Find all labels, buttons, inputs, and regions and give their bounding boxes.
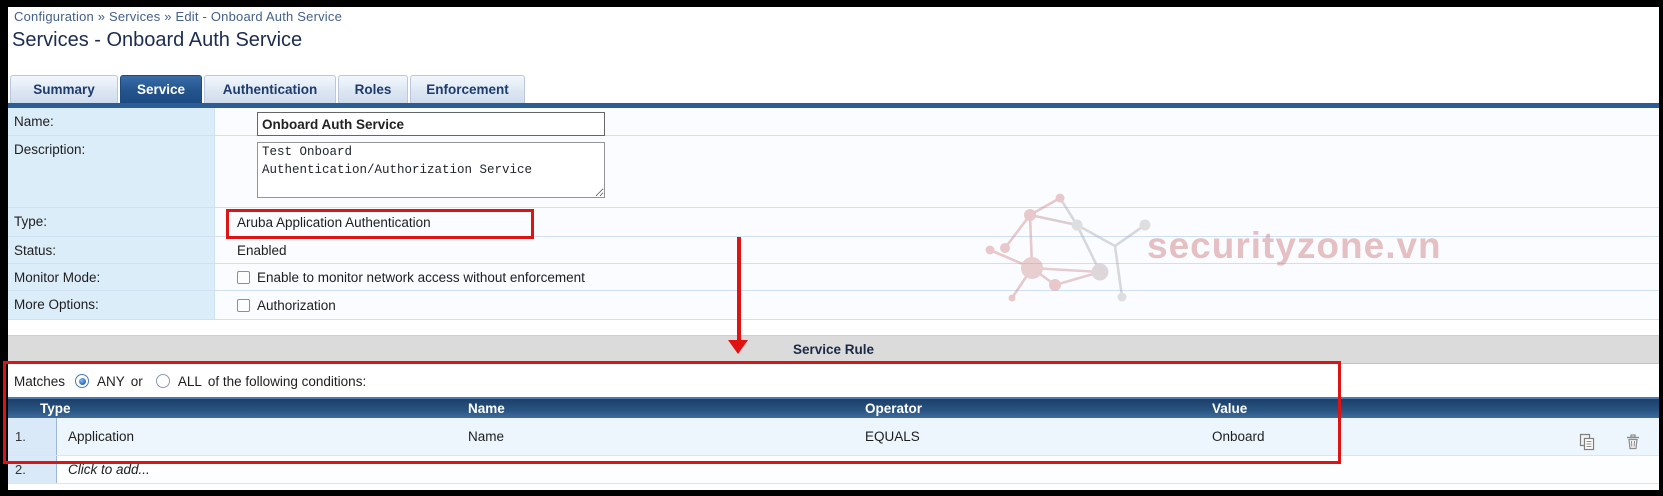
copy-icon[interactable] [1578, 428, 1596, 451]
match-all-label: ALL [177, 373, 202, 389]
more-options-label: More Options: [8, 291, 215, 319]
tab-authentication[interactable]: Authentication [204, 75, 336, 103]
service-rule-section-header: Service Rule [8, 335, 1659, 364]
monitor-mode-label: Monitor Mode: [8, 264, 215, 290]
description-label: Description: [8, 136, 215, 207]
rule-row-1-number: 1. [8, 418, 57, 455]
rule-table-header: Type Name Operator Value [8, 397, 1659, 418]
tab-service[interactable]: Service [120, 75, 202, 103]
form-row-more-options: More Options: Authorization [8, 291, 1659, 320]
match-all-radio[interactable] [155, 374, 170, 388]
click-to-add-placeholder: Click to add... [68, 462, 150, 477]
status-label: Status: [8, 237, 215, 263]
monitor-mode-text: Enable to monitor network access without… [257, 269, 585, 285]
col-header-operator: Operator [865, 401, 923, 416]
type-label: Type: [8, 208, 215, 236]
tab-roles[interactable]: Roles [338, 75, 408, 103]
authorization-checkbox[interactable] [237, 298, 250, 312]
monitor-mode-checkbox[interactable] [237, 270, 250, 284]
page-title: Services - Onboard Auth Service [12, 29, 303, 51]
matches-row: Matches ANY or ALL of the following cond… [8, 366, 1659, 396]
match-any-radio[interactable] [75, 374, 90, 388]
name-input[interactable] [257, 112, 605, 136]
rule-row-add-number: 2. [8, 456, 57, 483]
tab-underline [8, 103, 1659, 108]
tab-summary[interactable]: Summary [10, 75, 118, 103]
rule-type-cell: Application [68, 429, 135, 444]
rule-row-1[interactable]: 1. Application Name EQUALS Onboard [8, 418, 1659, 456]
tab-bar: Summary Service Authentication Roles Enf… [10, 75, 525, 103]
name-label: Name: [8, 108, 215, 135]
rule-operator-cell: EQUALS [865, 429, 920, 444]
match-or-label: or [130, 373, 143, 389]
match-any-label: ANY [97, 373, 125, 389]
rule-name-cell: Name [468, 429, 505, 444]
authorization-text: Authorization [257, 297, 336, 313]
matches-label: Matches [14, 373, 66, 389]
rule-value-cell: Onboard [1212, 429, 1265, 444]
form-row-name: Name: [8, 108, 1659, 136]
form-row-monitor-mode: Monitor Mode: Enable to monitor network … [8, 264, 1659, 291]
col-header-name: Name [468, 401, 505, 416]
description-textarea[interactable]: Test Onboard Authentication/Authorizatio… [257, 142, 605, 198]
form-row-description: Description: Test Onboard Authentication… [8, 136, 1659, 208]
trash-icon[interactable] [1624, 428, 1642, 450]
status-value: Enabled [237, 242, 287, 258]
tab-enforcement[interactable]: Enforcement [410, 75, 525, 103]
form-row-type: Type: Aruba Application Authentication [8, 208, 1659, 237]
col-header-value: Value [1212, 401, 1248, 416]
form-row-status: Status: Enabled [8, 237, 1659, 264]
rule-row-add[interactable]: 2. Click to add... [8, 456, 1659, 484]
type-value: Aruba Application Authentication [237, 214, 431, 230]
breadcrumb[interactable]: Configuration » Services » Edit - Onboar… [14, 9, 343, 24]
matches-suffix: of the following conditions: [207, 373, 367, 389]
col-header-type: Type [40, 401, 71, 416]
